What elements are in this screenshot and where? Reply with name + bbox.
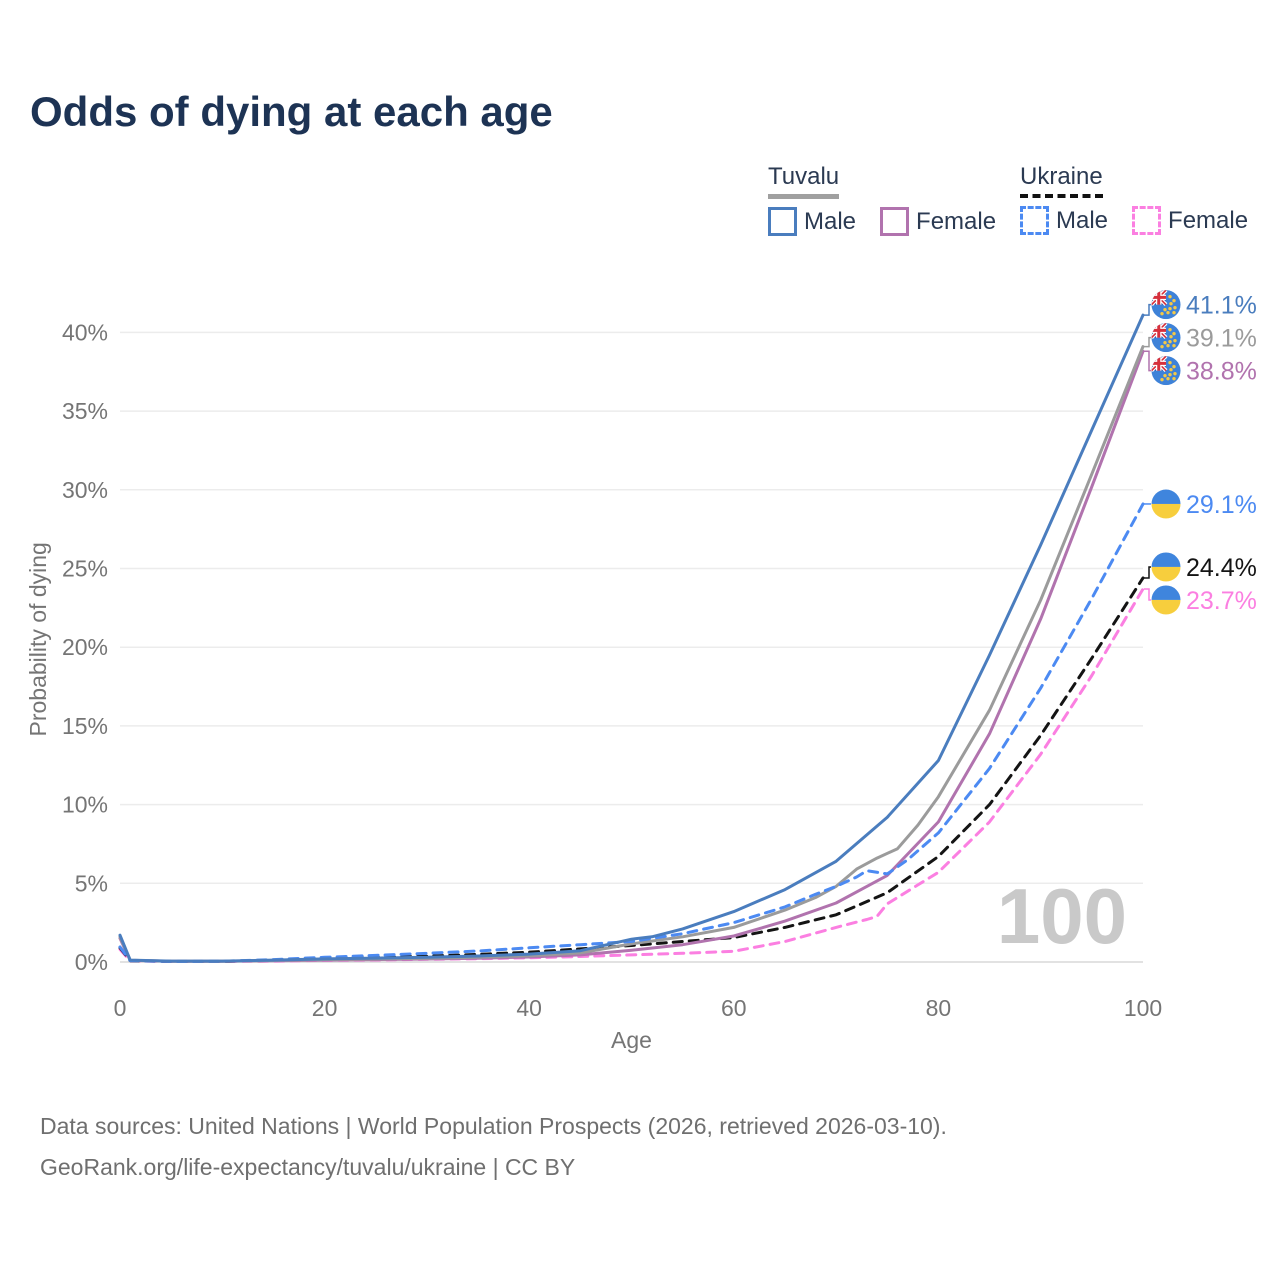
y-tick-label: 25% — [62, 556, 108, 582]
ukraine-male-line-swatch-icon — [1020, 206, 1049, 235]
x-tick-label: 20 — [312, 995, 338, 1021]
tuvalu-flag-icon — [1151, 323, 1181, 353]
y-tick-label: 10% — [62, 792, 108, 818]
end-label-connector — [1144, 350, 1151, 372]
tuvalu-female-line-swatch-icon — [880, 207, 910, 236]
end-label-tuvalu-both: 39.1% — [1186, 325, 1257, 353]
y-axis-title: Probability of dying — [25, 542, 51, 736]
legend-group-tuvalu: Tuvalu Male Female — [768, 163, 996, 236]
legend-label-tuvalu-male: Male — [804, 207, 857, 235]
y-tick-label: 30% — [62, 477, 108, 503]
legend-item-tuvalu-female[interactable]: Female — [880, 207, 996, 236]
end-label-ukraine-male: 29.1% — [1186, 491, 1257, 519]
x-tick-label: 40 — [516, 995, 542, 1021]
y-tick-label: 5% — [75, 870, 108, 896]
series-line-tuvalu-male[interactable] — [118, 313, 1145, 963]
legend-title-ukraine: Ukraine — [1020, 163, 1103, 198]
x-axis-title: Age — [611, 1027, 652, 1053]
legend-label-ukraine-male: Male — [1056, 206, 1109, 234]
legend-label-tuvalu-female: Female — [916, 207, 997, 235]
ukraine-female-line-swatch-icon — [1132, 206, 1162, 235]
y-tick-label: 20% — [62, 634, 108, 660]
end-label-tuvalu-female: 38.8% — [1186, 358, 1257, 386]
y-tick-label: 15% — [62, 713, 108, 739]
ukraine-flag-icon — [1151, 489, 1181, 519]
series-line-ukraine-female[interactable] — [118, 587, 1145, 963]
legend-group-ukraine: Ukraine Male Female — [1020, 163, 1248, 235]
end-label-tuvalu-male: 41.1% — [1186, 292, 1257, 320]
footer-attribution-line: GeoRank.org/life-expectancy/tuvalu/ukrai… — [40, 1154, 576, 1180]
footer-sources-line: Data sources: United Nations | World Pop… — [40, 1113, 947, 1139]
y-tick-label: 35% — [62, 398, 108, 424]
y-tick-label: 40% — [62, 319, 108, 345]
x-tick-label: 100 — [1124, 995, 1162, 1021]
end-label-ukraine-female: 23.7% — [1186, 587, 1257, 615]
tuvalu-male-line-swatch-icon — [768, 207, 797, 236]
tuvalu-flag-icon — [1151, 290, 1181, 320]
odds-of-dying-line-chart[interactable]: 0% 5% 10% 15% 20% 25% 30% 35% 40% 0 20 40 60 80 100 Age… — [0, 0, 1280, 1080]
legend-item-ukraine-female[interactable]: Female — [1132, 206, 1248, 235]
end-label-connector — [1144, 566, 1151, 579]
end-label-connector — [1144, 588, 1151, 601]
data-source-footer: Data sources: United Nations | World Pop… — [40, 1106, 947, 1188]
end-label-ukraine-both: 24.4% — [1186, 554, 1257, 582]
page-title: Odds of dying at each age — [30, 88, 553, 135]
x-tick-label: 80 — [926, 995, 952, 1021]
end-label-connector — [1144, 336, 1151, 348]
x-tick-label: 60 — [721, 995, 747, 1021]
legend-item-tuvalu-male[interactable]: Male — [768, 207, 856, 236]
tuvalu-flag-icon — [1151, 356, 1181, 386]
ukraine-flag-icon — [1151, 552, 1181, 582]
x-tick-label: 0 — [114, 995, 127, 1021]
legend-label-ukraine-female: Female — [1168, 206, 1249, 234]
y-tick-label: 0% — [75, 949, 108, 975]
watermark-age-100: 100 — [997, 872, 1127, 960]
legend-title-tuvalu: Tuvalu — [768, 163, 840, 199]
ukraine-flag-icon — [1151, 585, 1181, 615]
end-label-connector — [1144, 303, 1151, 316]
legend-item-ukraine-male[interactable]: Male — [1020, 206, 1108, 235]
